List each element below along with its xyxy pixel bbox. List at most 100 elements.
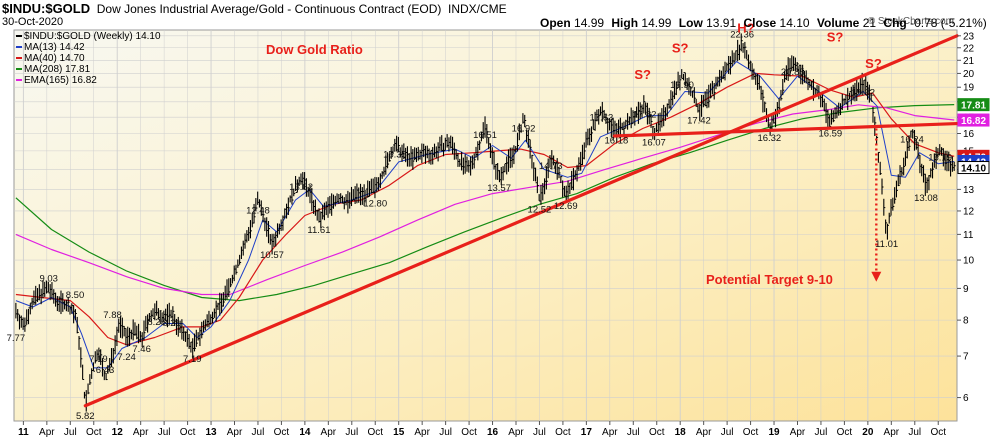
series-ma40 bbox=[15, 72, 955, 346]
annotations: S? S? H? S? S? bbox=[634, 20, 881, 82]
low-value: 13.91 bbox=[706, 16, 737, 30]
peak-label: 13.57 bbox=[487, 183, 511, 194]
description: Dow Jones Industrial Average/Gold - Cont… bbox=[96, 2, 442, 16]
legend-item-price: $INDU:$GOLD (Weekly) 14.10 bbox=[16, 31, 161, 42]
peak-label: 11.61 bbox=[307, 225, 330, 236]
peak-label: 16.92 bbox=[512, 123, 536, 134]
high-label: High bbox=[611, 16, 639, 30]
x-tick-label: 13 bbox=[205, 427, 217, 438]
peak-label: 7.46 bbox=[132, 344, 151, 355]
y-tick-label: 22 bbox=[963, 43, 975, 54]
peak-label: 13.08 bbox=[914, 193, 938, 204]
chg-value: -0.78 (-5.21%) bbox=[910, 16, 987, 30]
x-tick-label: Jul bbox=[627, 427, 640, 438]
x-tick-label: 19 bbox=[768, 427, 780, 438]
pattern-annotation: H? bbox=[737, 20, 754, 35]
peak-label: 16.59 bbox=[818, 129, 842, 140]
x-tick-label: Jul bbox=[908, 427, 921, 438]
legend-item-ma13: MA(13) 14.42 bbox=[16, 42, 161, 53]
trendline bbox=[83, 34, 959, 408]
ohlc-row: Open 14.99 High 14.99 Low 13.91 Close 14… bbox=[540, 16, 990, 30]
pattern-annotation: S? bbox=[672, 41, 689, 56]
x-tick-label: Oct bbox=[930, 427, 946, 438]
peak-label: 16.51 bbox=[473, 130, 497, 141]
x-tick-label: Oct bbox=[649, 427, 665, 438]
legend-swatch-icon bbox=[16, 57, 22, 60]
y-tick-label: 13 bbox=[963, 185, 975, 196]
axis-badge-label: 17.81 bbox=[961, 101, 986, 112]
x-tick-label: 15 bbox=[393, 427, 405, 438]
peak-label: 19.90 bbox=[670, 80, 694, 91]
peak-label: 7.24 bbox=[117, 352, 136, 363]
x-tick-label: 18 bbox=[675, 427, 687, 438]
volume-label: Volume bbox=[816, 16, 860, 30]
y-tick-label: 8 bbox=[963, 316, 969, 327]
x-tick-label: Oct bbox=[180, 427, 196, 438]
x-tick-label: Apr bbox=[39, 427, 55, 438]
peak-label: 8.25 bbox=[147, 317, 166, 328]
x-tick-label: 12 bbox=[112, 427, 124, 438]
header-title-row: $INDU:$GOLD Dow Jones Industrial Average… bbox=[2, 1, 507, 16]
chart-title: Dow Gold Ratio bbox=[266, 42, 363, 57]
legend-swatch-icon bbox=[16, 46, 22, 49]
y-tick-label: 20 bbox=[963, 69, 975, 80]
peak-label: 22.36 bbox=[730, 29, 754, 40]
peak-label: 16.18 bbox=[605, 135, 629, 146]
axis-badge-label: 14.10 bbox=[961, 164, 986, 175]
x-tick-label: Jul bbox=[533, 427, 546, 438]
peak-label: 8.50 bbox=[66, 290, 85, 301]
x-tick-label: Apr bbox=[321, 427, 337, 438]
peak-label: 9.03 bbox=[39, 274, 58, 285]
open-value: 14.99 bbox=[574, 16, 605, 30]
x-tick-label: Jul bbox=[439, 427, 452, 438]
y-tick-label: 6 bbox=[963, 393, 969, 404]
peak-label: 12.48 bbox=[246, 205, 270, 216]
peak-label: 16.24 bbox=[900, 134, 924, 145]
low-label: Low bbox=[678, 16, 703, 30]
peak-label: 7.19 bbox=[183, 354, 202, 365]
x-tick-label: Jul bbox=[158, 427, 171, 438]
watermark: © StockCharts.com bbox=[867, 16, 954, 27]
peak-label: 19.32 bbox=[851, 88, 875, 99]
peak-label: 8.21 bbox=[162, 318, 181, 329]
y-tick-label: 7 bbox=[963, 352, 969, 363]
x-tick-label: 14 bbox=[299, 427, 311, 438]
peak-label: 16.07 bbox=[642, 137, 666, 148]
high-value: 14.99 bbox=[641, 16, 672, 30]
x-tick-label: Apr bbox=[508, 427, 524, 438]
grid-lines bbox=[14, 30, 957, 421]
series-ema165 bbox=[15, 104, 955, 296]
x-tick-label: Oct bbox=[555, 427, 571, 438]
legend-item-ma208: MA(208) 17.81 bbox=[16, 64, 161, 75]
legend-item-ma40: MA(40) 14.70 bbox=[16, 53, 161, 64]
legend-text: EMA(165) 16.82 bbox=[24, 75, 97, 86]
peak-label: 12.69 bbox=[554, 201, 578, 212]
axis-badge-label: 16.82 bbox=[961, 116, 986, 127]
y-tick-label: 19 bbox=[963, 83, 975, 94]
legend-text: MA(208) 17.81 bbox=[24, 64, 91, 75]
chg-label: Chg bbox=[883, 16, 907, 30]
y-tick-label: 11 bbox=[963, 230, 974, 241]
x-tick-label: 20 bbox=[862, 427, 874, 438]
x-tick-label: Oct bbox=[367, 427, 383, 438]
x-tick-label: Oct bbox=[461, 427, 477, 438]
legend-swatch-icon bbox=[16, 35, 22, 38]
exchange: INDX/CME bbox=[447, 2, 507, 16]
peak-label: 10.57 bbox=[260, 250, 284, 261]
legend-text: MA(40) 14.70 bbox=[24, 53, 85, 64]
target-label: Potential Target 9-10 bbox=[706, 272, 833, 287]
x-tick-label: Apr bbox=[884, 427, 900, 438]
x-tick-label: Apr bbox=[602, 427, 618, 438]
peak-label: 17.63 bbox=[589, 112, 613, 123]
legend: $INDU:$GOLD (Weekly) 14.10 MA(13) 14.42 … bbox=[16, 31, 161, 86]
peak-label: 6.43 bbox=[96, 365, 115, 376]
x-tick-label: 17 bbox=[581, 427, 593, 438]
price-series bbox=[15, 33, 956, 412]
peak-label: 13.62 bbox=[289, 182, 313, 193]
legend-swatch-icon bbox=[16, 79, 22, 82]
peak-label: 17.42 bbox=[687, 116, 711, 127]
x-tick-label: 11 bbox=[18, 427, 29, 438]
